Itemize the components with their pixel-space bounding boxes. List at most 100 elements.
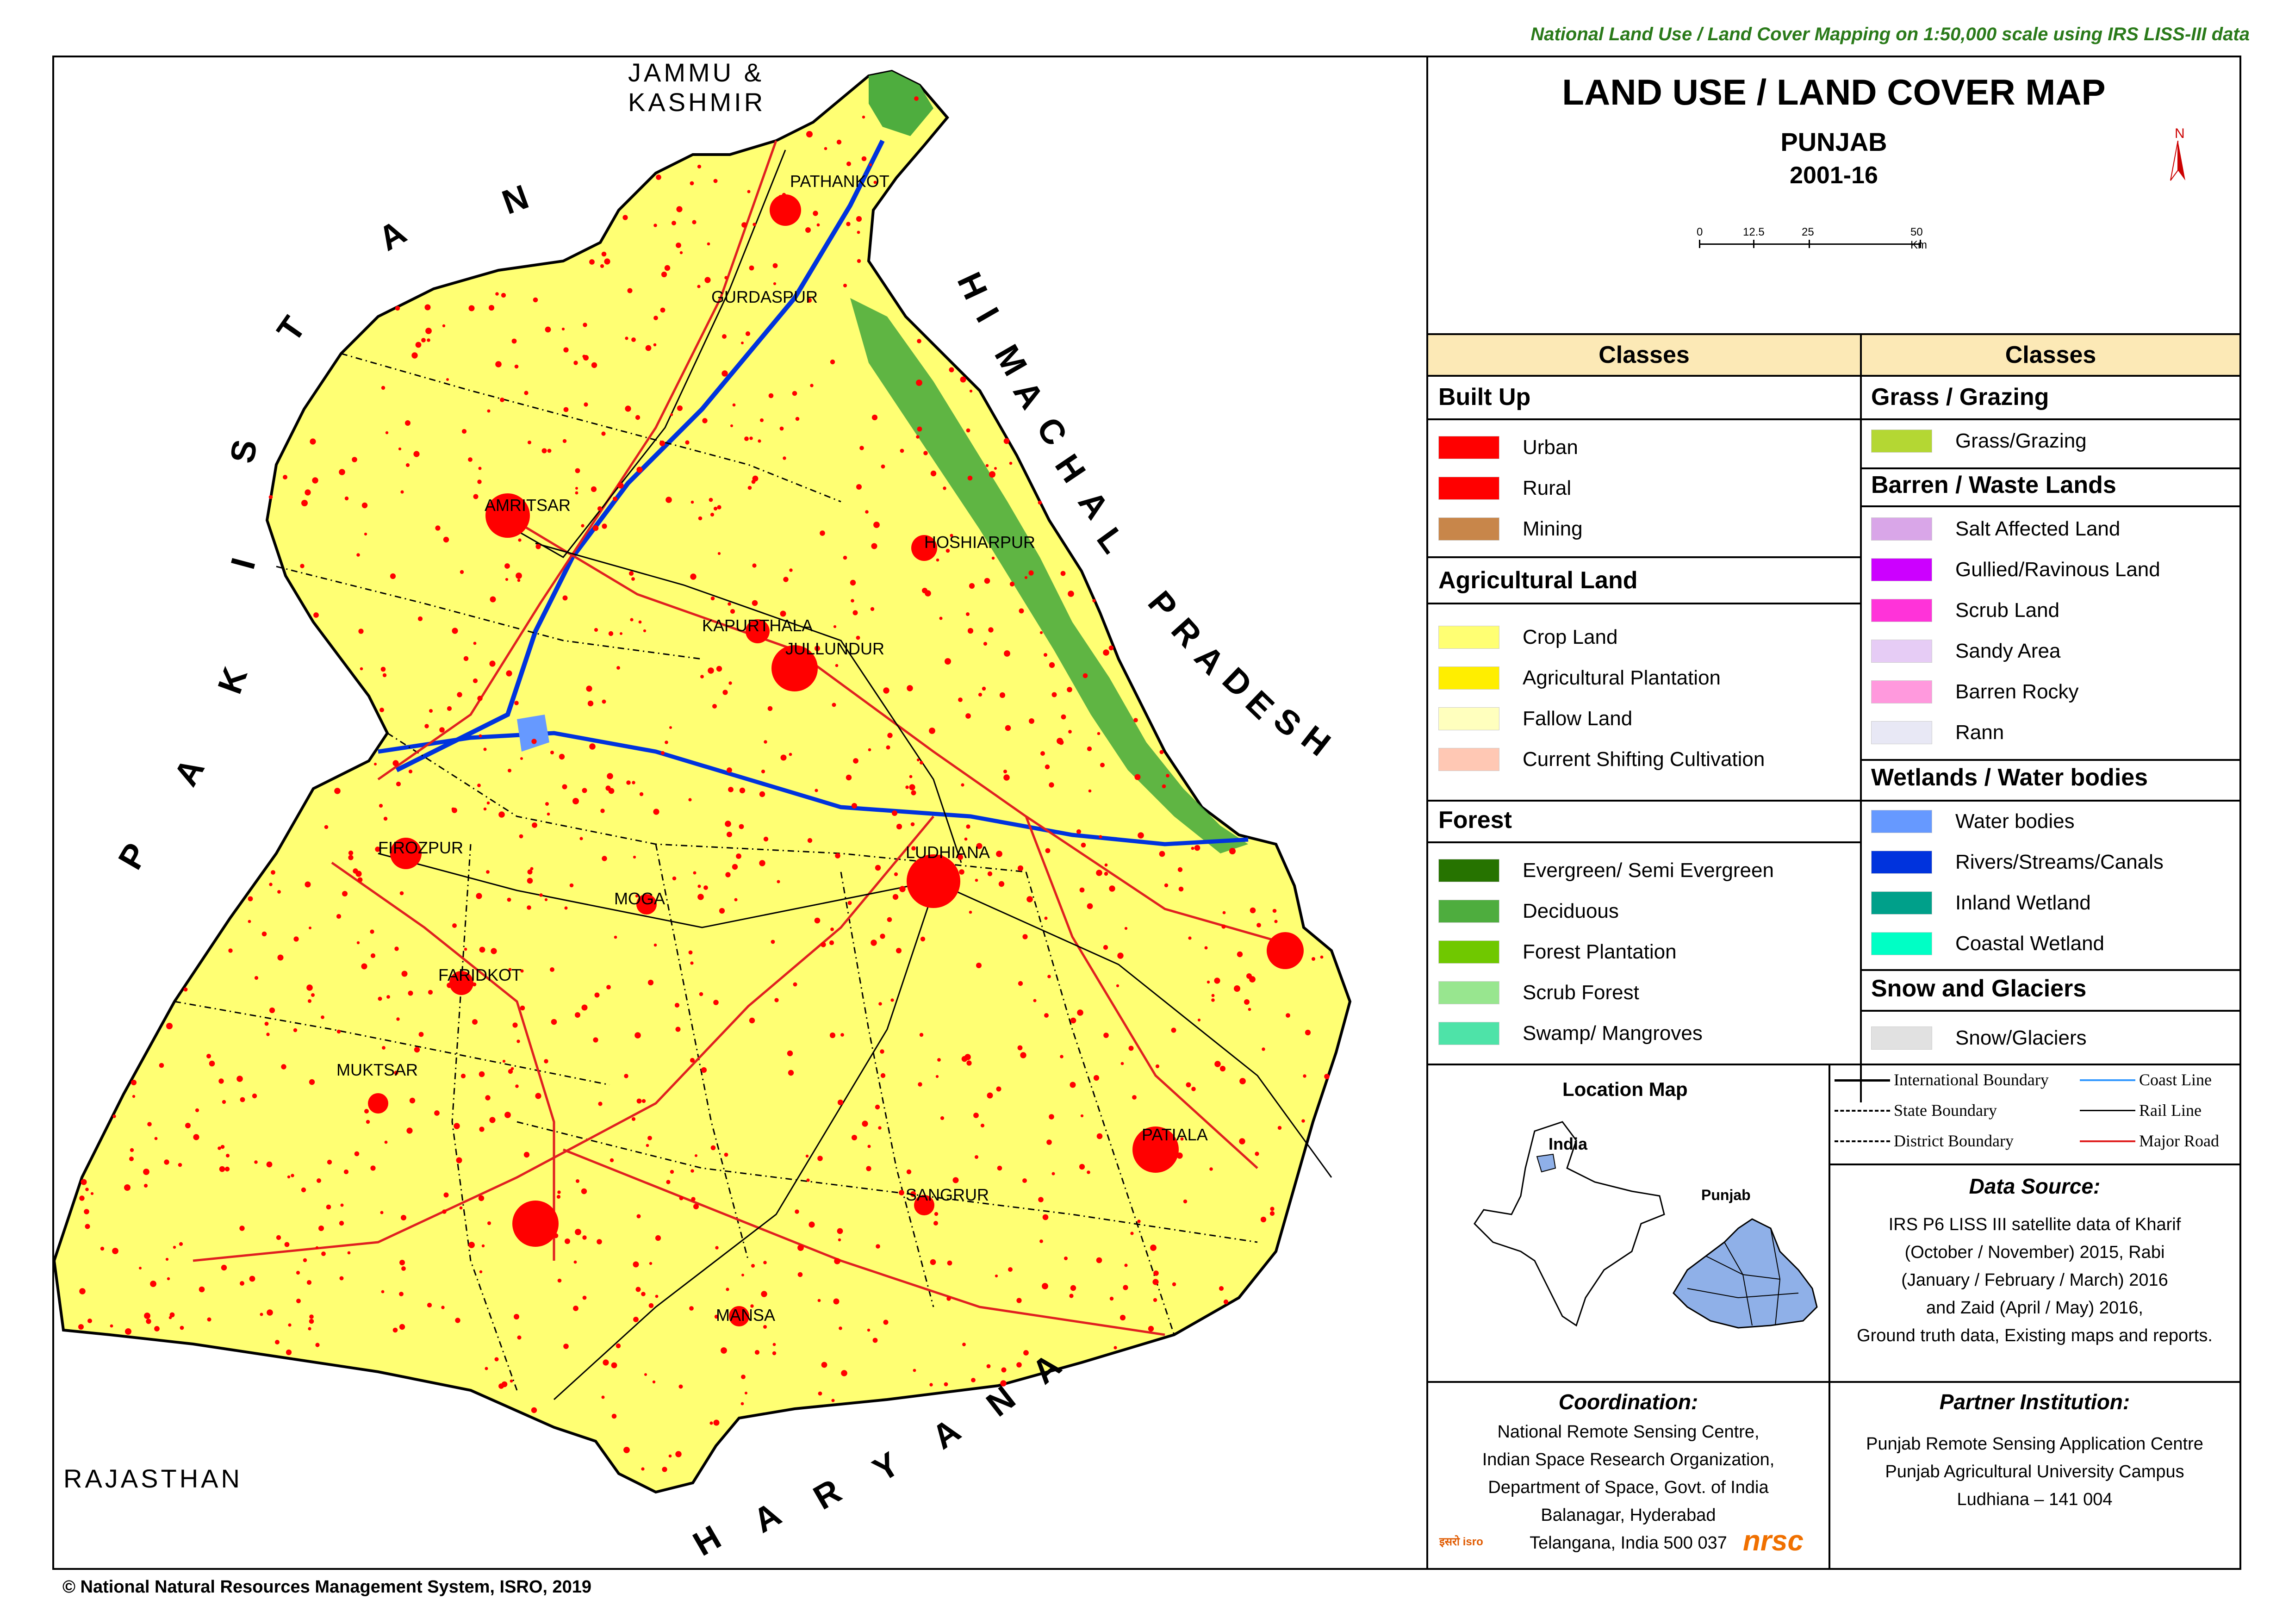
rural-settlement xyxy=(851,599,854,603)
map-area[interactable]: PATHANKOT GURDASPUR AMRITSAR HOSHIARPUR … xyxy=(54,57,1426,1568)
rural-settlement xyxy=(267,1309,273,1316)
river-beas xyxy=(395,139,885,772)
rural-settlement xyxy=(505,578,509,581)
rural-settlement xyxy=(631,337,636,342)
rural-settlement xyxy=(254,976,259,980)
rural-settlement xyxy=(562,595,568,601)
rural-settlement xyxy=(409,1097,416,1104)
legend-item-barren-rocky: Barren Rocky xyxy=(1871,678,2079,705)
rural-settlement xyxy=(773,282,777,286)
rural-settlement xyxy=(871,940,877,946)
location-map-title: Location Map xyxy=(1562,1078,1688,1100)
rural-settlement xyxy=(169,1312,175,1318)
rural-settlement xyxy=(446,378,449,381)
rural-settlement xyxy=(797,1272,803,1277)
rural-settlement xyxy=(1096,1133,1103,1139)
rural-settlement xyxy=(483,747,487,751)
swatch-salt xyxy=(1871,517,1932,541)
rural-settlement xyxy=(370,953,376,958)
rural-settlement xyxy=(508,968,512,971)
rural-settlement xyxy=(428,989,433,995)
rural-settlement xyxy=(944,1382,948,1387)
rural-settlement xyxy=(868,748,871,752)
rural-settlement xyxy=(719,908,725,914)
rural-settlement xyxy=(1070,1017,1076,1024)
rural-settlement xyxy=(281,1064,286,1070)
rural-settlement xyxy=(355,871,362,877)
rural-settlement xyxy=(805,1154,809,1158)
himachal-letter: L xyxy=(1089,521,1133,560)
rural-settlement xyxy=(749,436,753,440)
rural-settlement xyxy=(541,448,547,454)
rural-settlement xyxy=(564,906,568,910)
rural-settlement xyxy=(487,1221,491,1225)
rural-settlement xyxy=(967,475,973,481)
rural-settlement xyxy=(490,596,496,603)
rural-settlement xyxy=(914,96,919,101)
rural-settlement xyxy=(435,525,441,531)
rural-settlement xyxy=(697,884,701,888)
rural-settlement xyxy=(401,971,408,977)
swatch-rann xyxy=(1871,721,1932,744)
rural-settlement xyxy=(1255,1151,1259,1156)
rural-settlement xyxy=(821,1362,827,1368)
rural-settlement xyxy=(1145,1134,1151,1140)
rural-settlement xyxy=(700,675,704,678)
rural-settlement xyxy=(1234,985,1240,992)
rural-settlement xyxy=(635,1287,641,1292)
rural-settlement xyxy=(1087,1170,1090,1174)
isro-logo: इसरो isro xyxy=(1439,1536,1483,1548)
rural-settlement xyxy=(966,612,970,616)
rural-settlement xyxy=(180,1325,184,1330)
rural-settlement xyxy=(399,891,404,896)
rural-settlement xyxy=(463,656,469,661)
swatch-crop-land xyxy=(1438,626,1499,649)
rural-settlement xyxy=(930,470,937,477)
haryana-letter: H xyxy=(687,1518,728,1563)
himachal-letter: A xyxy=(1006,374,1051,415)
rural-settlement xyxy=(221,1264,227,1271)
legend-item-fallow: Fallow Land xyxy=(1438,705,1632,732)
rural-settlement xyxy=(441,1306,445,1309)
rural-settlement xyxy=(887,917,892,922)
rural-settlement xyxy=(589,259,595,265)
rural-settlement xyxy=(772,1351,777,1356)
rural-settlement xyxy=(701,1067,707,1073)
rural-settlement xyxy=(173,1245,176,1249)
rural-settlement xyxy=(603,1359,609,1366)
rural-settlement xyxy=(401,1266,406,1271)
punjab-map[interactable]: PATHANKOT GURDASPUR AMRITSAR HOSHIARPUR … xyxy=(54,57,1426,1568)
rural-settlement xyxy=(606,985,611,989)
rural-settlement xyxy=(1191,846,1194,850)
rural-settlement xyxy=(946,1296,951,1301)
rural-settlement xyxy=(394,946,399,951)
rural-settlement xyxy=(721,370,728,377)
rural-settlement xyxy=(1214,977,1220,984)
rural-settlement xyxy=(354,1151,360,1157)
rural-settlement xyxy=(772,263,778,268)
rural-settlement xyxy=(179,1242,183,1246)
rural-settlement xyxy=(195,1108,199,1113)
rural-settlement xyxy=(565,1238,570,1244)
rural-settlement xyxy=(978,692,983,697)
rural-settlement xyxy=(688,950,693,955)
rural-settlement xyxy=(508,769,511,772)
rural-settlement xyxy=(356,941,360,945)
rural-settlement xyxy=(1211,994,1215,997)
rural-settlement xyxy=(1104,863,1108,867)
rural-settlement xyxy=(1047,975,1051,978)
rural-settlement xyxy=(1207,980,1210,984)
rural-settlement xyxy=(315,1246,319,1250)
rural-settlement xyxy=(869,163,872,166)
rural-settlement xyxy=(563,407,569,412)
rural-settlement xyxy=(639,792,644,796)
rural-settlement xyxy=(783,577,789,582)
rural-settlement xyxy=(479,1071,485,1077)
rural-settlement xyxy=(209,1060,215,1067)
rural-settlement xyxy=(1124,927,1128,930)
rural-settlement xyxy=(461,429,467,434)
rural-settlement xyxy=(875,1104,880,1110)
rural-settlement xyxy=(900,448,904,453)
rural-settlement xyxy=(1079,1164,1085,1170)
rural-settlement xyxy=(1162,784,1166,789)
